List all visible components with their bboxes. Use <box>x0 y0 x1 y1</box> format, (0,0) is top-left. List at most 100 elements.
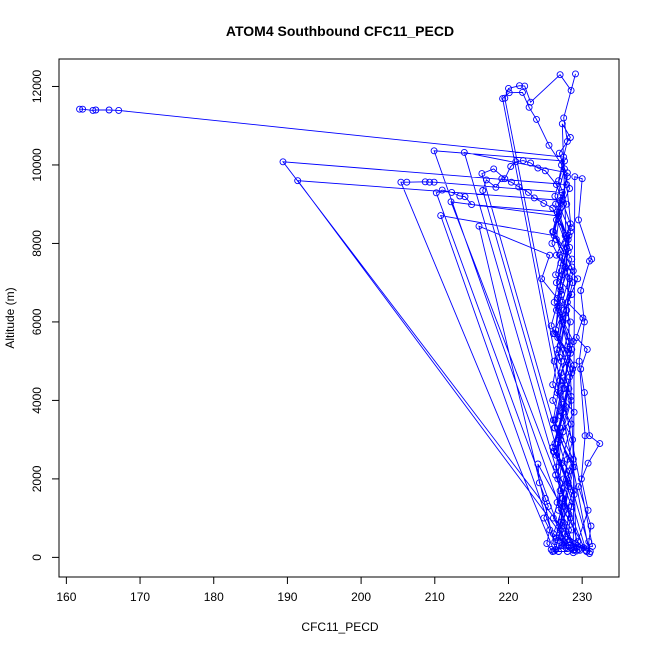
data-point <box>558 291 565 298</box>
data-point <box>549 444 557 451</box>
data-point <box>568 369 576 377</box>
data-point <box>569 436 577 444</box>
data-point <box>501 175 509 183</box>
data-point <box>421 178 429 186</box>
data-point <box>568 526 576 534</box>
data-point <box>583 345 591 353</box>
data-point <box>560 400 568 408</box>
data-point <box>567 224 575 232</box>
data-point <box>533 115 540 123</box>
data-point <box>555 212 563 220</box>
data-point <box>558 188 566 196</box>
data-point <box>556 432 564 440</box>
data-point <box>551 416 559 424</box>
data-point <box>565 232 573 240</box>
data-point <box>79 105 87 113</box>
data-point <box>565 510 573 518</box>
data-point <box>577 475 585 483</box>
data-point <box>575 483 582 491</box>
y-tick-label: 2000 <box>30 465 44 492</box>
data-point <box>584 506 592 514</box>
data-point <box>558 271 566 279</box>
data-point <box>566 243 574 251</box>
data-point <box>557 259 565 267</box>
data-point <box>558 542 565 550</box>
data-point <box>525 103 533 111</box>
data-point <box>565 483 573 491</box>
x-tick-label: 220 <box>498 590 518 604</box>
data-point <box>566 349 574 357</box>
data-point <box>568 502 576 510</box>
y-tick-label: 0 <box>30 554 44 561</box>
data-point <box>553 389 561 397</box>
data-point <box>571 173 579 181</box>
data-point <box>490 165 498 173</box>
data-point <box>558 357 565 365</box>
data-point <box>555 149 563 157</box>
data-point <box>460 148 468 156</box>
data-point <box>556 526 564 534</box>
data-point <box>505 84 512 92</box>
data-point <box>563 306 571 314</box>
data-point <box>564 247 572 255</box>
data-point <box>568 345 576 353</box>
data-point <box>569 279 577 287</box>
data-point <box>589 542 596 550</box>
data-point <box>555 506 563 514</box>
data-point <box>577 287 585 294</box>
data-point <box>551 440 559 448</box>
data-point <box>552 181 560 189</box>
data-point <box>432 189 440 197</box>
x-tick-label: 210 <box>425 590 445 604</box>
data-point <box>560 306 568 314</box>
data-point <box>572 70 579 78</box>
data-point <box>551 330 559 338</box>
data-point <box>567 420 575 428</box>
y-tick-label: 4000 <box>30 387 44 414</box>
data-point <box>475 222 483 230</box>
data-point <box>555 177 563 185</box>
data-point <box>556 71 564 79</box>
data-point <box>552 251 560 259</box>
data-point <box>560 377 568 385</box>
data-point <box>524 188 532 196</box>
data-point <box>558 459 565 467</box>
data-point <box>569 267 577 275</box>
data-point <box>534 164 542 172</box>
data-point <box>512 158 520 166</box>
data-point <box>92 106 100 114</box>
data-point <box>562 239 570 247</box>
series-group <box>76 70 604 557</box>
data-point <box>561 502 568 510</box>
data-point <box>561 530 569 538</box>
data-point <box>492 183 500 191</box>
data-point <box>552 534 560 542</box>
data-point <box>552 216 560 224</box>
data-point <box>549 396 557 404</box>
data-point <box>588 255 596 263</box>
data-point <box>563 173 571 181</box>
data-point <box>556 251 564 259</box>
data-point <box>570 491 578 499</box>
data-point <box>447 198 455 206</box>
data-point <box>558 267 565 275</box>
x-tick-label: 230 <box>572 590 592 604</box>
data-point <box>577 365 585 373</box>
y-tick-label: 10000 <box>30 148 44 182</box>
data-point <box>534 460 542 468</box>
data-point <box>544 502 552 510</box>
data-point <box>563 298 571 306</box>
data-point <box>574 275 582 283</box>
y-tick-label: 8000 <box>30 230 44 257</box>
data-point <box>560 153 568 161</box>
data-point <box>553 208 561 216</box>
data-point <box>554 302 562 310</box>
data-point <box>530 194 538 202</box>
data-point <box>279 158 287 166</box>
data-point <box>558 310 566 318</box>
data-point <box>546 251 554 259</box>
data-point <box>566 185 574 192</box>
data-point <box>527 98 535 106</box>
x-axis: 160 170 180 190 200 210 220 230 <box>56 576 592 604</box>
